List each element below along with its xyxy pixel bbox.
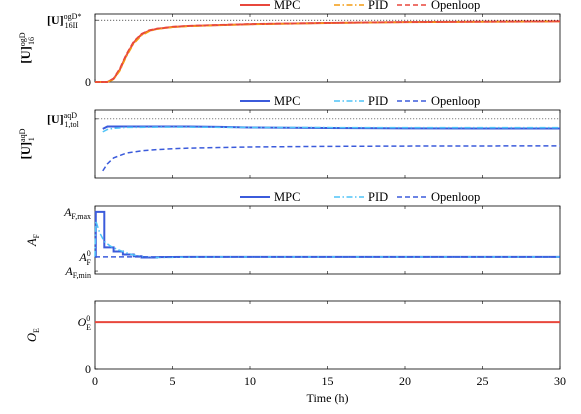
panel-2: [U]aqD 1,tol [U]aqD1 MPC PID Openloop [18,94,561,179]
legend-label: Openloop [431,0,480,12]
legend-label: PID [368,94,388,108]
axes-frame [94,300,561,370]
legend-label: PID [368,190,388,204]
y-axis-label: [U]aqD1 [18,128,36,159]
y-tick-label: O0 E [78,314,91,332]
legend-label: Openloop [431,190,480,204]
series-pid [95,20,561,83]
y-axis-label-text: [U]aqD1 [18,128,36,159]
legend: MPC PID Openloop [240,0,480,12]
x-tick-label: 15 [322,374,334,388]
legend: MPC PID Openloop [240,190,480,204]
x-tick-label: 30 [554,374,566,388]
panel-4: 0 O0 E OE 0 5 10 15 20 25 30 Time (h) [25,300,566,405]
axes-frame [94,109,561,179]
y-axis-label: [U]ogD16 [18,32,36,63]
legend-label: MPC [274,0,300,12]
y-axis-label-text: [U]ogD16 [18,32,36,63]
y-tick-label-ref: [U]aqD 1,tol [47,111,80,129]
y-axis-label-text: AF [25,233,41,247]
y-axis-label: AF [25,233,41,247]
x-tick-label: 0 [92,374,98,388]
y-axis-label-text: OE [25,328,41,342]
y-axis-label: OE [25,328,41,342]
series-mpc [94,210,560,259]
series-mpc [95,20,561,83]
axes-frame [94,13,561,83]
series-pid [94,220,560,259]
y-tick-label: A0 F [78,249,91,267]
x-axis-label: Time (h) [307,391,349,405]
series-pid [102,126,560,133]
y-tick-label-ref: [U]ogD* 16II [47,12,81,30]
x-tick-label: 5 [170,374,176,388]
legend-label: Openloop [431,94,480,108]
panel-1: 0 [U]ogD* 16II [U]ogD16 MPC PID Openloop [18,0,561,89]
y-tick-label: 0 [85,362,91,376]
x-tick-label: 25 [477,374,489,388]
series-openloop [95,20,561,83]
y-tick-label: AF,max [63,205,91,221]
x-tick-label: 20 [399,374,411,388]
legend-label: MPC [274,190,300,204]
legend-label: MPC [274,94,300,108]
y-tick-label: 0 [85,75,91,89]
axes-frame [94,205,561,275]
series-openloop [102,145,561,172]
x-tick-label: 10 [244,374,256,388]
legend-label: PID [368,0,388,12]
legend: MPC PID Openloop [240,94,480,108]
y-tick-label: AF,min [64,264,91,280]
